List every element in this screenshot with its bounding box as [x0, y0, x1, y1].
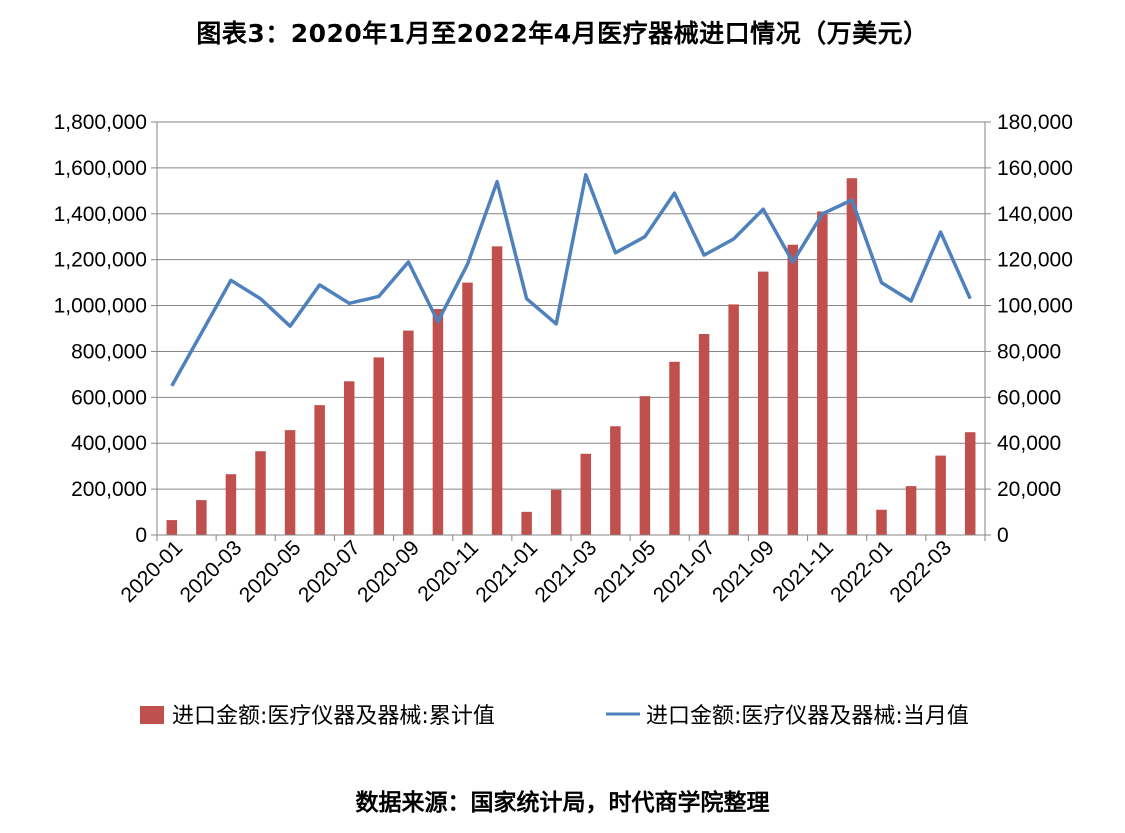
line-monthly-value — [170, 173, 972, 387]
x-tick-label: 2021-11 — [768, 536, 838, 606]
bar-2020-04 — [255, 451, 266, 535]
bar-2021-09 — [757, 271, 769, 535]
bar-2021-06 — [669, 361, 680, 535]
bar-2021-01 — [521, 511, 532, 535]
bar-2021-08 — [728, 304, 739, 535]
y-right-tick-label: 120,000 — [997, 249, 1073, 272]
bar-2020-06 — [314, 405, 325, 535]
bar-2022-01 — [876, 509, 887, 535]
bar-2020-01 — [166, 520, 178, 535]
bar-2021-03 — [580, 453, 592, 535]
x-tick-label: 2021-03 — [531, 536, 602, 607]
bar-2020-11 — [462, 282, 473, 535]
bar-2022-03 — [935, 455, 946, 535]
x-tick-label: 2022-03 — [885, 536, 956, 607]
y-left-tick-label: 1,600,000 — [54, 157, 147, 180]
bar-2020-02 — [196, 500, 207, 535]
chart-title: 图表3：2020年1月至2022年4月医疗器械进口情况（万美元） — [196, 19, 929, 48]
y-right-tick-label: 0 — [997, 524, 1009, 547]
x-tick-label: 2021-07 — [649, 536, 720, 607]
bar-2020-05 — [284, 430, 296, 535]
y-right-tick-label: 20,000 — [997, 478, 1061, 501]
x-tick-label: 2020-09 — [353, 536, 424, 607]
y-left-tick-label: 1,800,000 — [54, 111, 147, 134]
y-left-tick-label: 600,000 — [71, 386, 147, 409]
y-right-tick-label: 140,000 — [997, 203, 1073, 226]
x-tick-label: 2021-09 — [708, 536, 779, 607]
y-right-tick-label: 40,000 — [997, 432, 1061, 455]
y-right-tick-label: 80,000 — [997, 340, 1061, 363]
line-series — [170, 173, 972, 387]
legend: 进口金额:医疗仪器及器械:累计值 进口金额:医疗仪器及器械:当月值 — [140, 704, 969, 729]
x-tick-label: 2021-01 — [471, 536, 542, 607]
y-right-tick-label: 60,000 — [997, 386, 1061, 409]
x-tick-label: 2020-05 — [235, 536, 306, 607]
x-axis-labels: 2020-012020-032020-052020-072020-092020-… — [117, 536, 957, 607]
bar-2021-04 — [610, 426, 621, 535]
data-source-note: 数据来源：国家统计局，时代商学院整理 — [355, 790, 770, 816]
y-left-tick-label: 1,200,000 — [54, 249, 147, 272]
x-tick-label: 2020-03 — [176, 536, 247, 607]
y-left-tick-label: 800,000 — [71, 340, 147, 363]
bar-2020-08 — [373, 357, 385, 535]
y-left-tick-label: 0 — [135, 524, 147, 547]
bar-2022-04 — [964, 432, 976, 535]
bar-2022-02 — [905, 486, 917, 535]
left-axis-labels: 0 200,000 400,000 600,000 800,000 1,000,000 1,… — [54, 111, 147, 547]
bar-2020-07 — [343, 381, 355, 535]
bar-2020-03 — [225, 474, 237, 535]
bar-2021-10 — [787, 244, 799, 535]
bar-2020-10 — [432, 308, 444, 535]
bar-2021-11 — [817, 211, 828, 535]
bar-2021-12 — [846, 178, 858, 536]
y-right-tick-label: 160,000 — [997, 157, 1073, 180]
axes — [151, 121, 991, 541]
bar-2020-12 — [491, 246, 503, 535]
bar-2021-05 — [639, 396, 651, 535]
y-right-tick-label: 180,000 — [997, 111, 1073, 134]
bar-2020-09 — [403, 330, 414, 535]
legend-swatch-bar — [140, 706, 164, 724]
y-left-tick-label: 1,400,000 — [54, 203, 147, 226]
bar-series — [166, 178, 976, 536]
y-left-tick-label: 200,000 — [71, 478, 147, 501]
y-right-tick-label: 100,000 — [997, 295, 1073, 318]
x-tick-label: 2020-07 — [294, 536, 365, 607]
x-tick-label: 2021-05 — [590, 536, 661, 607]
bar-2021-07 — [698, 334, 710, 535]
x-tick-label: 2020-11 — [413, 536, 483, 606]
x-tick-label: 2022-01 — [826, 536, 897, 607]
y-left-tick-label: 400,000 — [71, 432, 147, 455]
bar-2021-02 — [550, 489, 562, 535]
y-left-tick-label: 1,000,000 — [54, 295, 147, 318]
legend-label-line: 进口金额:医疗仪器及器械:当月值 — [646, 704, 969, 729]
right-axis-labels: 0 20,000 40,000 60,000 80,000 100,000 120,000 1… — [997, 111, 1073, 547]
legend-label-bar: 进口金额:医疗仪器及器械:累计值 — [172, 704, 495, 729]
gridlines — [157, 121, 985, 536]
x-tick-label: 2020-01 — [117, 536, 188, 607]
